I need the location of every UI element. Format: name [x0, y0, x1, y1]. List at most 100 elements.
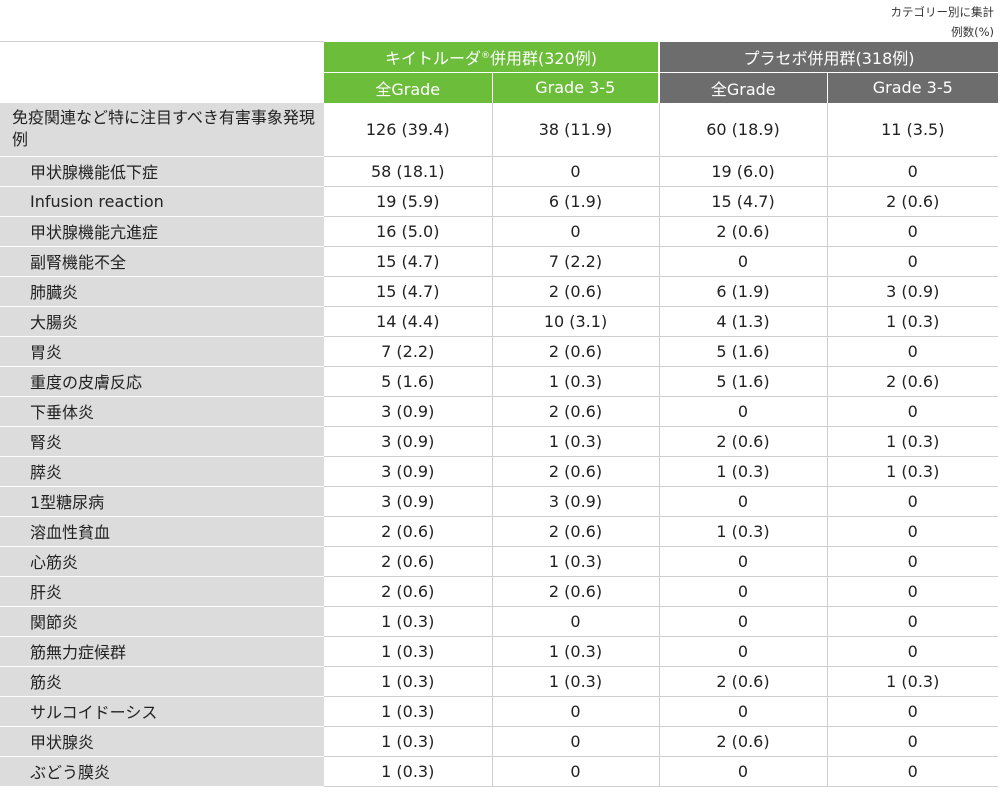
value-cell: 2 (0.6) — [491, 396, 660, 427]
value-cell: 0 — [826, 516, 999, 547]
table-row: 筋炎 1 (0.3) 1 (0.3) 2 (0.6) 1 (0.3) — [0, 666, 999, 697]
table-row: 筋無力症候群 1 (0.3) 1 (0.3) 0 0 — [0, 636, 999, 667]
table-row: 甲状腺機能低下症 58 (18.1) 0 19 (6.0) 0 — [0, 156, 999, 187]
table-row: 肝炎 2 (0.6) 2 (0.6) 0 0 — [0, 576, 999, 607]
value-cell: 3 (0.9) — [324, 426, 492, 457]
group-header-keytruda: キイトルーダ®併用群(320例) — [324, 41, 660, 73]
subheader-keytruda-all-grade: 全Grade — [324, 72, 492, 103]
value-cell: 126 (39.4) — [324, 102, 492, 157]
value-cell: 0 — [491, 606, 660, 637]
table-row: 胃炎 7 (2.2) 2 (0.6) 5 (1.6) 0 — [0, 336, 999, 367]
adverse-events-table: キイトルーダ®併用群(320例) プラセボ併用群(318例) 全Grade Gr… — [0, 41, 999, 787]
row-label: 副腎機能不全 — [0, 246, 324, 277]
value-cell: 2 (0.6) — [491, 336, 660, 367]
value-cell: 0 — [826, 396, 999, 427]
value-cell: 0 — [491, 726, 660, 757]
value-cell: 1 (0.3) — [658, 516, 828, 547]
value-cell: 2 (0.6) — [826, 366, 999, 397]
row-label: 筋炎 — [0, 666, 324, 697]
value-cell: 3 (0.9) — [324, 456, 492, 487]
value-cell: 2 (0.6) — [324, 576, 492, 607]
value-cell: 0 — [826, 216, 999, 247]
value-cell: 0 — [658, 546, 828, 577]
value-cell: 5 (1.6) — [658, 336, 828, 367]
value-cell: 3 (0.9) — [324, 486, 492, 517]
value-cell: 0 — [826, 336, 999, 367]
table-row: 副腎機能不全 15 (4.7) 7 (2.2) 0 0 — [0, 246, 999, 277]
value-cell: 0 — [826, 726, 999, 757]
value-cell: 0 — [826, 636, 999, 667]
value-cell: 2 (0.6) — [658, 726, 828, 757]
value-cell: 1 (0.3) — [324, 666, 492, 697]
value-cell: 15 (4.7) — [658, 186, 828, 217]
value-cell: 14 (4.4) — [324, 306, 492, 337]
value-cell: 1 (0.3) — [826, 426, 999, 457]
value-cell: 0 — [491, 696, 660, 727]
value-cell: 4 (1.3) — [658, 306, 828, 337]
row-label: 溶血性貧血 — [0, 516, 324, 547]
value-cell: 3 (0.9) — [826, 276, 999, 307]
value-cell: 1 (0.3) — [324, 696, 492, 727]
value-cell: 0 — [491, 216, 660, 247]
value-cell: 2 (0.6) — [658, 426, 828, 457]
row-label: 肺臓炎 — [0, 276, 324, 307]
value-cell: 10 (3.1) — [491, 306, 660, 337]
note-unit: 例数(%) — [951, 25, 994, 39]
row-label: 甲状腺機能亢進症 — [0, 216, 324, 247]
value-cell: 1 (0.3) — [324, 726, 492, 757]
group-keytruda-suffix: 併用群(320例) — [490, 48, 598, 68]
row-label: 大腸炎 — [0, 306, 324, 337]
value-cell: 0 — [826, 546, 999, 577]
value-cell: 3 (0.9) — [491, 486, 660, 517]
value-cell: 19 (6.0) — [658, 156, 828, 187]
value-cell: 0 — [658, 636, 828, 667]
row-label: 1型糖尿病 — [0, 486, 324, 517]
value-cell: 0 — [826, 756, 999, 787]
note-category: カテゴリー別に集計 — [890, 5, 995, 19]
header-corner-sub — [0, 72, 324, 103]
table-row: 免疫関連など特に注目すべき有害事象発現例 126 (39.4) 38 (11.9) 6… — [0, 102, 999, 157]
value-cell: 2 (0.6) — [491, 516, 660, 547]
value-cell: 2 (0.6) — [826, 186, 999, 217]
value-cell: 1 (0.3) — [658, 456, 828, 487]
row-label: 心筋炎 — [0, 546, 324, 577]
value-cell: 0 — [826, 156, 999, 187]
table-body: 免疫関連など特に注目すべき有害事象発現例 126 (39.4) 38 (11.9) 6… — [0, 102, 999, 787]
row-label: 筋無力症候群 — [0, 636, 324, 667]
value-cell: 58 (18.1) — [324, 156, 492, 187]
value-cell: 5 (1.6) — [324, 366, 492, 397]
value-cell: 15 (4.7) — [324, 276, 492, 307]
row-label: 胃炎 — [0, 336, 324, 367]
table-row: サルコイドーシス 1 (0.3) 0 0 0 — [0, 696, 999, 727]
row-label: Infusion reaction — [0, 186, 324, 217]
value-cell: 6 (1.9) — [491, 186, 660, 217]
value-cell: 0 — [658, 486, 828, 517]
row-label: 重度の皮膚反応 — [0, 366, 324, 397]
value-cell: 2 (0.6) — [658, 216, 828, 247]
row-label: 膵炎 — [0, 456, 324, 487]
value-cell: 6 (1.9) — [658, 276, 828, 307]
table-row: 膵炎 3 (0.9) 2 (0.6) 1 (0.3) 1 (0.3) — [0, 456, 999, 487]
table-row: 溶血性貧血 2 (0.6) 2 (0.6) 1 (0.3) 0 — [0, 516, 999, 547]
value-cell: 1 (0.3) — [324, 756, 492, 787]
subheader-placebo-all-grade: 全Grade — [658, 72, 828, 103]
value-cell: 0 — [826, 576, 999, 607]
value-cell: 1 (0.3) — [324, 636, 492, 667]
value-cell: 7 (2.2) — [324, 336, 492, 367]
value-cell: 1 (0.3) — [826, 306, 999, 337]
value-cell: 0 — [826, 606, 999, 637]
value-cell: 0 — [826, 486, 999, 517]
value-cell: 0 — [658, 606, 828, 637]
value-cell: 0 — [826, 696, 999, 727]
table-row: 腎炎 3 (0.9) 1 (0.3) 2 (0.6) 1 (0.3) — [0, 426, 999, 457]
table-row: Infusion reaction 19 (5.9) 6 (1.9) 15 (4.7)… — [0, 186, 999, 217]
value-cell: 1 (0.3) — [826, 666, 999, 697]
table-row: 心筋炎 2 (0.6) 1 (0.3) 0 0 — [0, 546, 999, 577]
value-cell: 15 (4.7) — [324, 246, 492, 277]
value-cell: 0 — [658, 756, 828, 787]
value-cell: 2 (0.6) — [324, 546, 492, 577]
table-row: 肺臓炎 15 (4.7) 2 (0.6) 6 (1.9) 3 (0.9) — [0, 276, 999, 307]
value-cell: 1 (0.3) — [491, 366, 660, 397]
table-row: ぶどう膜炎 1 (0.3) 0 0 0 — [0, 756, 999, 787]
value-cell: 5 (1.6) — [658, 366, 828, 397]
